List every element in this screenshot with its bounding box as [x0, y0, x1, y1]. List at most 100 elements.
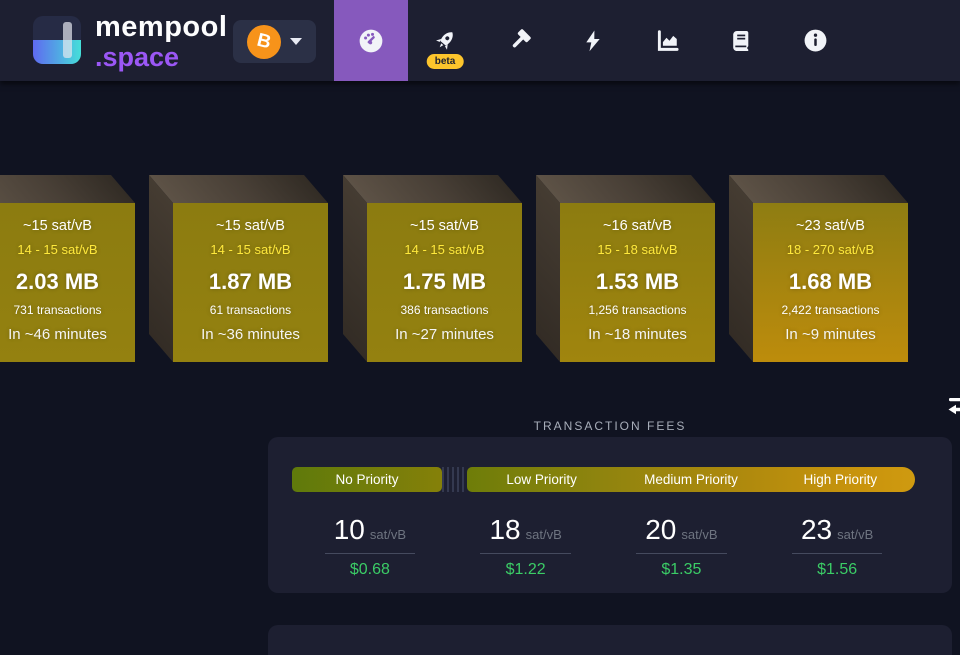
block-top-face [343, 175, 522, 203]
currency-selector[interactable]: B [233, 20, 316, 63]
fee-rate-line: 18 sat/vB [480, 513, 571, 554]
bar-gap-stripes [442, 467, 467, 492]
fee-estimates-row: 10 sat/vB $0.68 18 sat/vB $1.22 20 sat/vB $… [292, 507, 915, 585]
block-left-face [729, 175, 753, 363]
beta-badge: beta [426, 54, 464, 69]
hammer-icon [507, 28, 532, 53]
brand[interactable]: mempool .space [95, 13, 227, 71]
mempool-block-1[interactable]: ~15 sat/vB 14 - 15 sat/vB 2.03 MB 731 tr… [0, 175, 135, 362]
block-top-face [536, 175, 715, 203]
block-median-fee: ~15 sat/vB [410, 218, 479, 234]
block-eta: In ~9 minutes [785, 326, 876, 343]
chevron-down-icon [290, 38, 302, 45]
block-front-face: ~16 sat/vB 15 - 18 sat/vB 1.53 MB 1,256 … [560, 203, 715, 362]
fee-usd: $1.35 [661, 560, 702, 578]
block-top-face [149, 175, 328, 203]
mempool-blocks-strip: ~15 sat/vB 14 - 15 sat/vB 2.03 MB 731 tr… [0, 81, 960, 401]
book-icon [729, 29, 753, 53]
block-fee-range: 15 - 18 sat/vB [597, 242, 678, 257]
mempool-logo-icon[interactable] [33, 16, 81, 64]
block-eta: In ~27 minutes [395, 326, 494, 343]
tab-lightning[interactable] [556, 0, 630, 81]
block-left-face [343, 175, 367, 363]
nav-tabs: beta [334, 0, 852, 81]
fee-estimate-medium: 20 sat/vB $1.35 [604, 507, 760, 585]
block-fee-range: 14 - 15 sat/vB [17, 242, 98, 257]
block-eta: In ~18 minutes [588, 326, 687, 343]
fee-unit: sat/vB [369, 526, 407, 542]
block-median-fee: ~15 sat/vB [23, 218, 92, 234]
tab-acceleration[interactable]: beta [408, 0, 482, 81]
fee-rate: 18 [489, 513, 521, 545]
tab-dashboard[interactable] [334, 0, 408, 81]
block-size: 1.75 MB [402, 269, 487, 294]
fee-unit: sat/vB [681, 526, 718, 542]
block-top-face [0, 175, 135, 203]
fee-unit: sat/vB [837, 526, 874, 542]
mempool-block-4[interactable]: ~16 sat/vB 15 - 18 sat/vB 1.53 MB 1,256 … [536, 175, 715, 363]
block-size: 1.68 MB [788, 269, 873, 294]
block-front-face: ~15 sat/vB 14 - 15 sat/vB 1.87 MB 61 tra… [173, 203, 328, 362]
brand-main: mempool [95, 11, 228, 43]
fee-usd: $1.56 [817, 560, 858, 578]
block-left-face [536, 175, 560, 363]
block-fee-range: 18 - 270 sat/vB [786, 242, 875, 257]
fee-rate-line: 23 sat/vB [791, 514, 883, 554]
fee-unit: sat/vB [525, 526, 562, 542]
block-median-fee: ~16 sat/vB [603, 218, 672, 234]
block-tx-count: 2,422 transactions [781, 303, 880, 317]
block-eta: In ~46 minutes [8, 326, 107, 343]
tab-about[interactable] [778, 0, 852, 81]
mempool-block-5[interactable]: ~23 sat/vB 18 - 270 sat/vB 1.68 MB 2,422… [729, 175, 908, 363]
brand-tld: .space [95, 42, 180, 72]
tab-graphs[interactable] [630, 0, 704, 81]
transaction-fees-panel: No Priority Low Priority Medium Priority… [268, 437, 952, 593]
bolt-icon [581, 29, 605, 53]
transaction-fees-title: TRANSACTION FEES [533, 419, 687, 433]
chart-icon [655, 28, 680, 53]
logo-gradient [33, 40, 81, 64]
block-top-face [729, 175, 908, 203]
block-tx-count: 386 transactions [400, 303, 489, 317]
no-priority-segment: No Priority [292, 467, 442, 492]
medium-priority-label: Medium Priority [644, 472, 738, 487]
fee-estimate-high: 23 sat/vB $1.56 [759, 507, 915, 585]
logo-stripe [63, 22, 72, 58]
block-eta: In ~36 minutes [201, 326, 300, 343]
block-size: 1.53 MB [595, 269, 680, 294]
high-priority-label: High Priority [803, 472, 878, 487]
priority-gradient-bar: Low Priority Medium Priority High Priori… [467, 467, 915, 492]
block-tx-count: 1,256 transactions [588, 303, 687, 317]
fee-priority-bar: No Priority Low Priority Medium Priority… [292, 467, 915, 492]
block-left-face [149, 175, 173, 363]
fee-estimate-low: 18 sat/vB $1.22 [448, 507, 604, 585]
tab-docs[interactable] [704, 0, 778, 81]
scroll-left-arrow-icon[interactable] [945, 394, 960, 425]
bitcoin-icon: B [247, 24, 281, 59]
block-median-fee: ~23 sat/vB [796, 218, 865, 234]
fee-rate-line: 10 sat/vB [324, 513, 416, 554]
rocket-icon [432, 28, 458, 54]
mempool-block-2[interactable]: ~15 sat/vB 14 - 15 sat/vB 1.87 MB 61 tra… [149, 175, 328, 363]
fee-usd: $0.68 [349, 560, 390, 578]
block-tx-count: 731 transactions [13, 303, 102, 317]
block-size: 2.03 MB [15, 269, 100, 294]
fee-rate: 20 [645, 513, 677, 545]
block-tx-count: 61 transactions [209, 303, 292, 317]
block-size: 1.87 MB [208, 269, 293, 294]
top-nav: mempool .space B [0, 0, 960, 81]
block-fee-range: 14 - 15 sat/vB [404, 242, 485, 257]
low-priority-label: Low Priority [506, 472, 577, 487]
fee-rate-line: 20 sat/vB [636, 513, 727, 554]
block-front-face: ~15 sat/vB 14 - 15 sat/vB 1.75 MB 386 tr… [367, 203, 522, 362]
block-front-face: ~23 sat/vB 18 - 270 sat/vB 1.68 MB 2,422… [753, 203, 908, 362]
block-fee-range: 14 - 15 sat/vB [210, 242, 291, 257]
block-median-fee: ~15 sat/vB [216, 218, 285, 234]
fee-rate: 10 [333, 513, 365, 545]
gauge-icon [358, 28, 384, 54]
mempool-block-3[interactable]: ~15 sat/vB 14 - 15 sat/vB 1.75 MB 386 tr… [343, 175, 522, 363]
fee-estimate-none: 10 sat/vB $0.68 [292, 507, 448, 585]
tab-mining[interactable] [482, 0, 556, 81]
block-front-face: ~15 sat/vB 14 - 15 sat/vB 2.03 MB 731 tr… [0, 203, 135, 362]
fee-usd: $1.22 [505, 560, 546, 578]
